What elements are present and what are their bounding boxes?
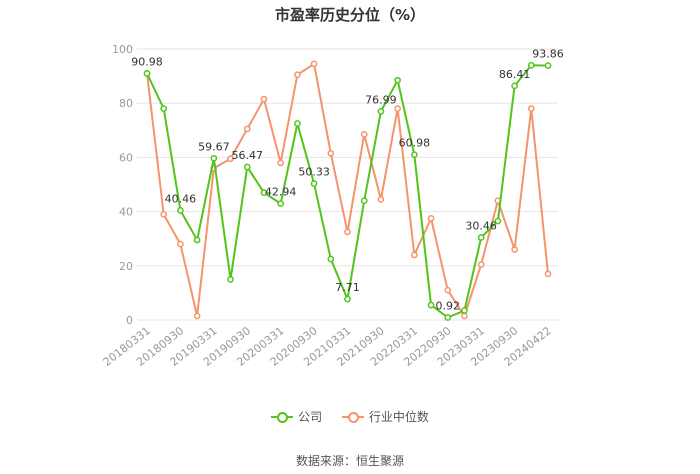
company-point xyxy=(227,276,234,283)
company-point xyxy=(377,108,385,115)
industry-point xyxy=(294,71,301,79)
industry-point xyxy=(544,270,552,278)
company-data-label: 50.33 xyxy=(298,166,330,179)
company-point xyxy=(444,314,452,321)
company-data-label: 0.92 xyxy=(436,300,461,313)
company-point xyxy=(260,189,268,196)
legend-industry-icon xyxy=(341,411,364,423)
company-point xyxy=(427,301,435,309)
company-data-label: 86.41 xyxy=(499,68,531,81)
y-tick-label: 0 xyxy=(126,314,133,327)
series xyxy=(143,60,552,321)
industry-point xyxy=(310,60,318,68)
company-data-label: 30.46 xyxy=(465,219,497,232)
industry-point xyxy=(177,240,184,248)
industry-point xyxy=(277,159,285,167)
company-point xyxy=(410,151,418,159)
industry-point xyxy=(160,210,168,218)
industry-point xyxy=(427,215,435,222)
industry-point xyxy=(243,125,251,133)
grid-lines xyxy=(137,48,558,321)
industry-point xyxy=(260,95,268,103)
industry-point xyxy=(227,155,234,163)
company-point xyxy=(394,76,401,84)
chart-title: 市盈率历史分位（%） xyxy=(274,6,426,24)
company-point xyxy=(310,180,318,187)
company-data-label: 76.99 xyxy=(365,93,397,106)
y-tick-label: 100 xyxy=(112,43,133,56)
legend-company-icon xyxy=(271,411,294,423)
industry-point xyxy=(377,196,385,203)
data-source: 数据来源：恒生聚源 xyxy=(295,454,404,468)
industry-point xyxy=(461,312,468,320)
industry-point xyxy=(344,228,351,236)
company-point xyxy=(511,82,518,90)
company-point xyxy=(494,217,502,225)
company-data-label: 7.71 xyxy=(335,281,360,294)
company-point xyxy=(327,255,335,263)
company-point xyxy=(143,70,151,77)
industry-point xyxy=(193,312,201,320)
industry-point xyxy=(511,246,518,253)
y-tick-label: 60 xyxy=(119,151,133,164)
company-point xyxy=(160,105,168,112)
legend: 公司 行业中位数 xyxy=(0,408,700,425)
legend-item-industry[interactable]: 行业中位数 xyxy=(341,408,429,425)
company-point xyxy=(210,154,218,162)
company-point xyxy=(193,236,201,244)
company-point xyxy=(477,234,485,241)
company-data-label: 90.98 xyxy=(131,55,163,68)
company-data-label: 56.47 xyxy=(232,149,264,162)
industry-point xyxy=(410,251,418,259)
company-point xyxy=(527,61,535,69)
legend-industry-label: 行业中位数 xyxy=(368,410,429,424)
y-tick-label: 80 xyxy=(119,97,133,110)
legend-item-company[interactable]: 公司 xyxy=(271,408,322,425)
industry-point xyxy=(327,149,335,157)
industry-point xyxy=(444,286,452,294)
company-data-label: 59.67 xyxy=(198,140,230,153)
company-point xyxy=(544,62,552,69)
company-point xyxy=(344,295,351,303)
company-data-label: 60.98 xyxy=(399,137,431,150)
company-point xyxy=(177,207,184,214)
company-point xyxy=(360,197,368,205)
legend-company-label: 公司 xyxy=(298,410,323,424)
company-data-label: 42.94 xyxy=(265,186,297,199)
company-data-label: 93.86 xyxy=(532,48,564,61)
industry-point xyxy=(527,105,535,112)
company-point xyxy=(294,120,301,127)
company-point xyxy=(277,200,285,207)
industry-point xyxy=(360,131,368,138)
industry-point xyxy=(394,105,401,112)
y-tick-label: 40 xyxy=(119,206,133,219)
y-tick-label: 20 xyxy=(119,260,133,273)
company-data-label: 40.46 xyxy=(165,192,197,205)
company-point xyxy=(243,163,251,171)
industry-point xyxy=(477,261,485,268)
company-point xyxy=(461,307,468,314)
